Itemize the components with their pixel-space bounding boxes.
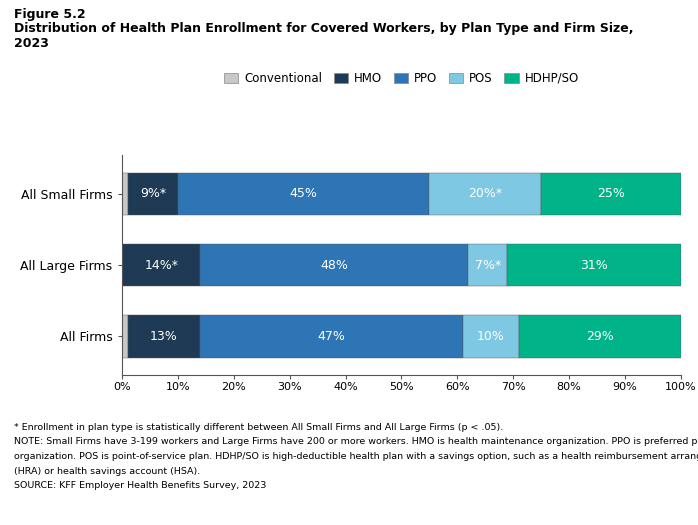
Bar: [122, 315, 128, 358]
Bar: [122, 244, 200, 287]
Bar: [468, 244, 507, 287]
Text: 7%*: 7%*: [475, 259, 501, 271]
Legend: Conventional, HMO, PPO, POS, HDHP/SO: Conventional, HMO, PPO, POS, HDHP/SO: [221, 68, 582, 88]
Text: 47%: 47%: [318, 330, 346, 343]
Text: 2023: 2023: [14, 37, 49, 50]
Bar: [200, 244, 468, 287]
Bar: [429, 173, 541, 215]
Bar: [128, 173, 178, 215]
Bar: [178, 173, 429, 215]
Text: organization. POS is point-of-service plan. HDHP/SO is high-deductible health pl: organization. POS is point-of-service pl…: [14, 452, 698, 461]
Bar: [122, 173, 128, 215]
Bar: [200, 315, 463, 358]
Text: * Enrollment in plan type is statistically different between All Small Firms and: * Enrollment in plan type is statistical…: [14, 423, 503, 432]
Text: 13%: 13%: [150, 330, 178, 343]
Text: 14%*: 14%*: [144, 259, 178, 271]
Bar: [463, 315, 519, 358]
Text: 31%: 31%: [580, 259, 608, 271]
Text: 9%*: 9%*: [140, 187, 166, 201]
Bar: [541, 173, 681, 215]
Text: NOTE: Small Firms have 3-199 workers and Large Firms have 200 or more workers. H: NOTE: Small Firms have 3-199 workers and…: [14, 437, 698, 446]
Text: 25%: 25%: [597, 187, 625, 201]
Bar: [128, 315, 200, 358]
Text: Figure 5.2: Figure 5.2: [14, 8, 86, 21]
Text: 29%: 29%: [586, 330, 614, 343]
Text: (HRA) or health savings account (HSA).: (HRA) or health savings account (HSA).: [14, 467, 200, 476]
Text: Distribution of Health Plan Enrollment for Covered Workers, by Plan Type and Fir: Distribution of Health Plan Enrollment f…: [14, 22, 634, 35]
Text: 45%: 45%: [290, 187, 318, 201]
Text: 48%: 48%: [320, 259, 348, 271]
Text: 10%: 10%: [477, 330, 505, 343]
Bar: [507, 244, 681, 287]
Text: 20%*: 20%*: [468, 187, 502, 201]
Text: SOURCE: KFF Employer Health Benefits Survey, 2023: SOURCE: KFF Employer Health Benefits Sur…: [14, 481, 267, 490]
Bar: [519, 315, 681, 358]
